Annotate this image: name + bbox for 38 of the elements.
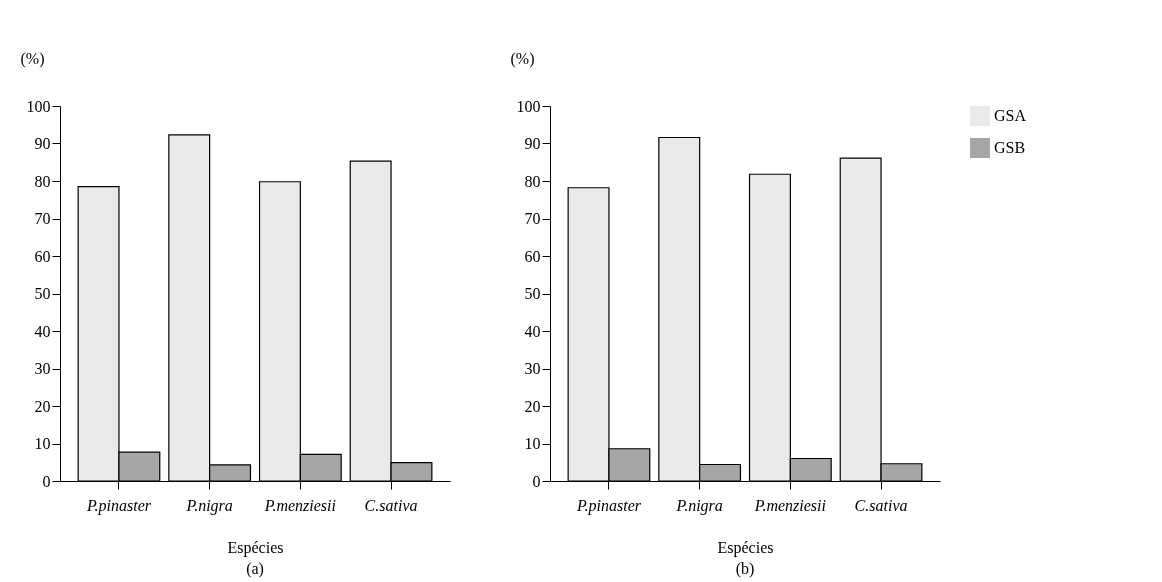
text: (b) bbox=[735, 560, 755, 578]
y-tick-label: 80 bbox=[34, 172, 51, 190]
y-tick-label: 10 bbox=[34, 435, 51, 452]
y-tick-label: 80 bbox=[524, 172, 541, 190]
y-axis-title: (%) bbox=[20, 49, 45, 68]
y-tick-label: 20 bbox=[524, 397, 541, 415]
y-tick-label: 90 bbox=[524, 135, 541, 152]
text: (a) bbox=[246, 560, 264, 578]
x-tick-label: P.pinaster bbox=[575, 496, 642, 515]
x-axis-title: Espécies bbox=[227, 538, 284, 557]
x-tick-label: P.menziesii bbox=[263, 496, 336, 514]
y-tick-label: 0 bbox=[42, 472, 51, 490]
x-tick-label: P.nigra bbox=[675, 496, 723, 515]
y-tick-label: 100 bbox=[26, 97, 51, 115]
y-tick-label: 90 bbox=[34, 135, 51, 152]
x-tick-label: P.nigra bbox=[185, 496, 233, 515]
y-tick-label: 30 bbox=[524, 360, 541, 377]
y-tick-label: 70 bbox=[34, 210, 51, 227]
x-tick-label: P.menziesii bbox=[753, 496, 826, 514]
legend-label: GSB bbox=[994, 139, 1026, 156]
y-tick-label: 100 bbox=[516, 97, 541, 115]
y-axis-title: (%) bbox=[510, 49, 535, 68]
y-tick-label: 10 bbox=[524, 435, 541, 452]
y-tick-label: 40 bbox=[34, 322, 51, 340]
legend-label: GSA bbox=[994, 107, 1027, 124]
y-tick-label: 60 bbox=[34, 247, 51, 265]
x-tick-label: C.sativa bbox=[854, 496, 908, 514]
x-tick-label: C.sativa bbox=[364, 496, 418, 514]
y-tick-label: 70 bbox=[524, 210, 541, 227]
y-tick-label: 50 bbox=[524, 285, 541, 302]
x-axis-title: Espécies bbox=[717, 538, 774, 557]
y-tick-label: 0 bbox=[532, 472, 541, 490]
y-tick-label: 50 bbox=[34, 285, 51, 302]
y-tick-label: 60 bbox=[524, 247, 541, 265]
y-tick-label: 40 bbox=[524, 322, 541, 340]
y-tick-label: 30 bbox=[34, 360, 51, 377]
x-tick-label: P.pinaster bbox=[85, 496, 152, 515]
y-tick-label: 20 bbox=[34, 397, 51, 415]
